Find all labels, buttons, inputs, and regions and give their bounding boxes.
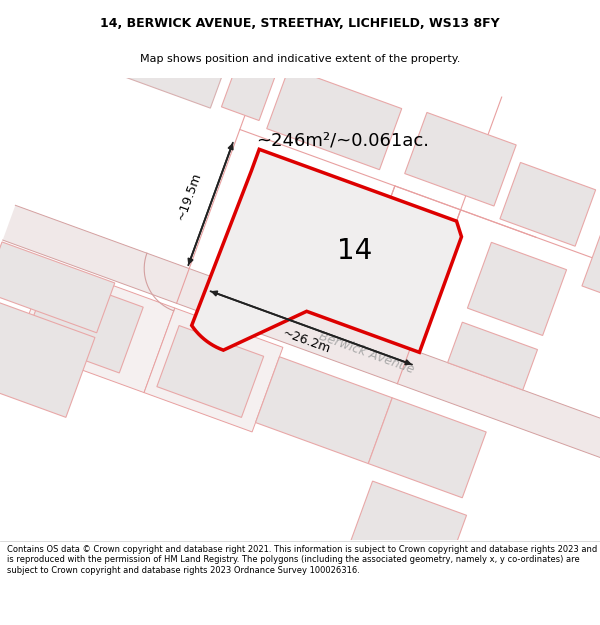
Text: Contains OS data © Crown copyright and database right 2021. This information is : Contains OS data © Crown copyright and d… [7,545,598,574]
Polygon shape [3,205,600,459]
Polygon shape [191,149,461,352]
Text: ~19.5m: ~19.5m [174,170,203,222]
Text: 14, BERWICK AVENUE, STREETHAY, LICHFIELD, WS13 8FY: 14, BERWICK AVENUE, STREETHAY, LICHFIELD… [100,17,500,30]
Polygon shape [350,481,467,576]
Polygon shape [267,68,402,169]
Polygon shape [221,51,280,121]
Text: 14: 14 [337,238,373,265]
Polygon shape [582,220,600,310]
Text: Map shows position and indicative extent of the property.: Map shows position and indicative extent… [140,54,460,64]
Text: Berwick Avenue: Berwick Avenue [316,330,415,376]
Polygon shape [500,162,596,246]
Polygon shape [25,273,143,373]
Text: ~246m²/~0.061ac.: ~246m²/~0.061ac. [256,131,429,149]
Text: ~26.2m: ~26.2m [281,326,332,356]
Polygon shape [157,326,263,418]
Polygon shape [256,357,392,464]
Polygon shape [404,112,516,206]
Polygon shape [274,213,403,309]
Polygon shape [368,398,486,498]
Polygon shape [467,242,566,336]
Polygon shape [126,16,233,108]
Polygon shape [17,262,175,392]
Polygon shape [144,308,283,432]
Polygon shape [0,242,115,332]
Polygon shape [0,296,95,418]
Polygon shape [448,322,538,390]
